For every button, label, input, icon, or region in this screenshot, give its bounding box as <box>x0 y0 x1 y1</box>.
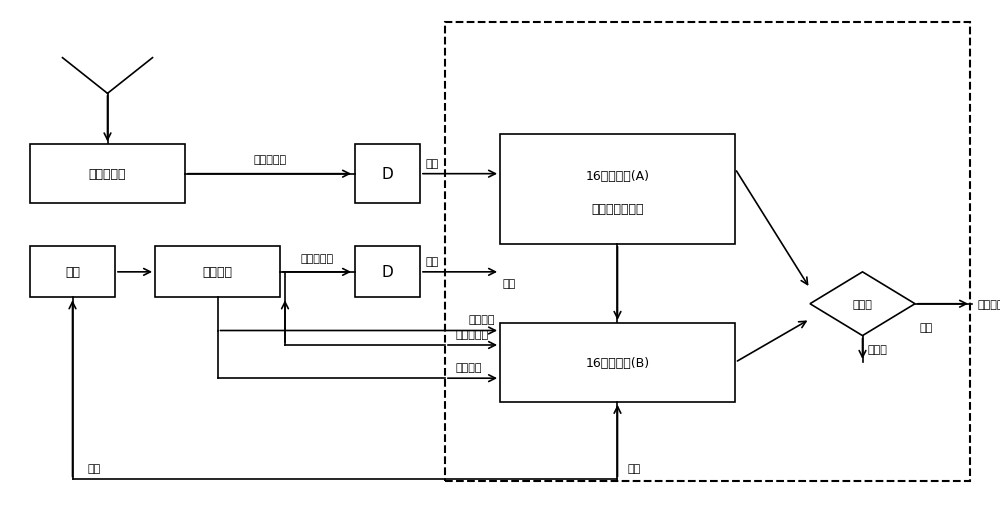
Text: 比较器: 比较器 <box>853 299 872 309</box>
Text: 系统晶振: 系统晶振 <box>468 315 495 325</box>
Text: 秒脉冲差值计算: 秒脉冲差值计算 <box>591 203 644 216</box>
Text: 继续: 继续 <box>502 279 516 289</box>
Text: D: D <box>382 167 393 182</box>
Text: 停止: 停止 <box>425 158 438 168</box>
Bar <box>355 145 420 204</box>
Text: 标准秒信号: 标准秒信号 <box>253 155 287 165</box>
Text: 相等: 相等 <box>920 322 933 332</box>
Text: 不相等: 不相等 <box>868 344 887 354</box>
Bar <box>445 23 970 481</box>
Text: 系统晶振: 系统晶振 <box>455 362 482 372</box>
Polygon shape <box>810 272 915 336</box>
Text: 复位: 复位 <box>628 463 641 473</box>
Bar <box>155 247 280 298</box>
Text: 使能: 使能 <box>425 256 438 266</box>
Text: 分频处理: 分频处理 <box>202 266 232 279</box>
Text: 补偿后输出: 补偿后输出 <box>977 299 1000 309</box>
Text: 16位计数器(A): 16位计数器(A) <box>585 170 649 183</box>
Text: 16位计数器(B): 16位计数器(B) <box>585 356 650 369</box>
Text: 整形秒信号: 整形秒信号 <box>301 253 334 263</box>
Bar <box>30 247 115 298</box>
Bar <box>500 323 735 402</box>
Bar <box>355 247 420 298</box>
Text: 整形秒信号: 整形秒信号 <box>455 329 488 339</box>
Text: D: D <box>382 265 393 280</box>
Bar <box>30 145 185 204</box>
Text: 授时接收机: 授时接收机 <box>89 168 126 181</box>
Bar <box>500 135 735 244</box>
Text: 复位: 复位 <box>88 463 101 473</box>
Text: 晶振: 晶振 <box>65 266 80 279</box>
